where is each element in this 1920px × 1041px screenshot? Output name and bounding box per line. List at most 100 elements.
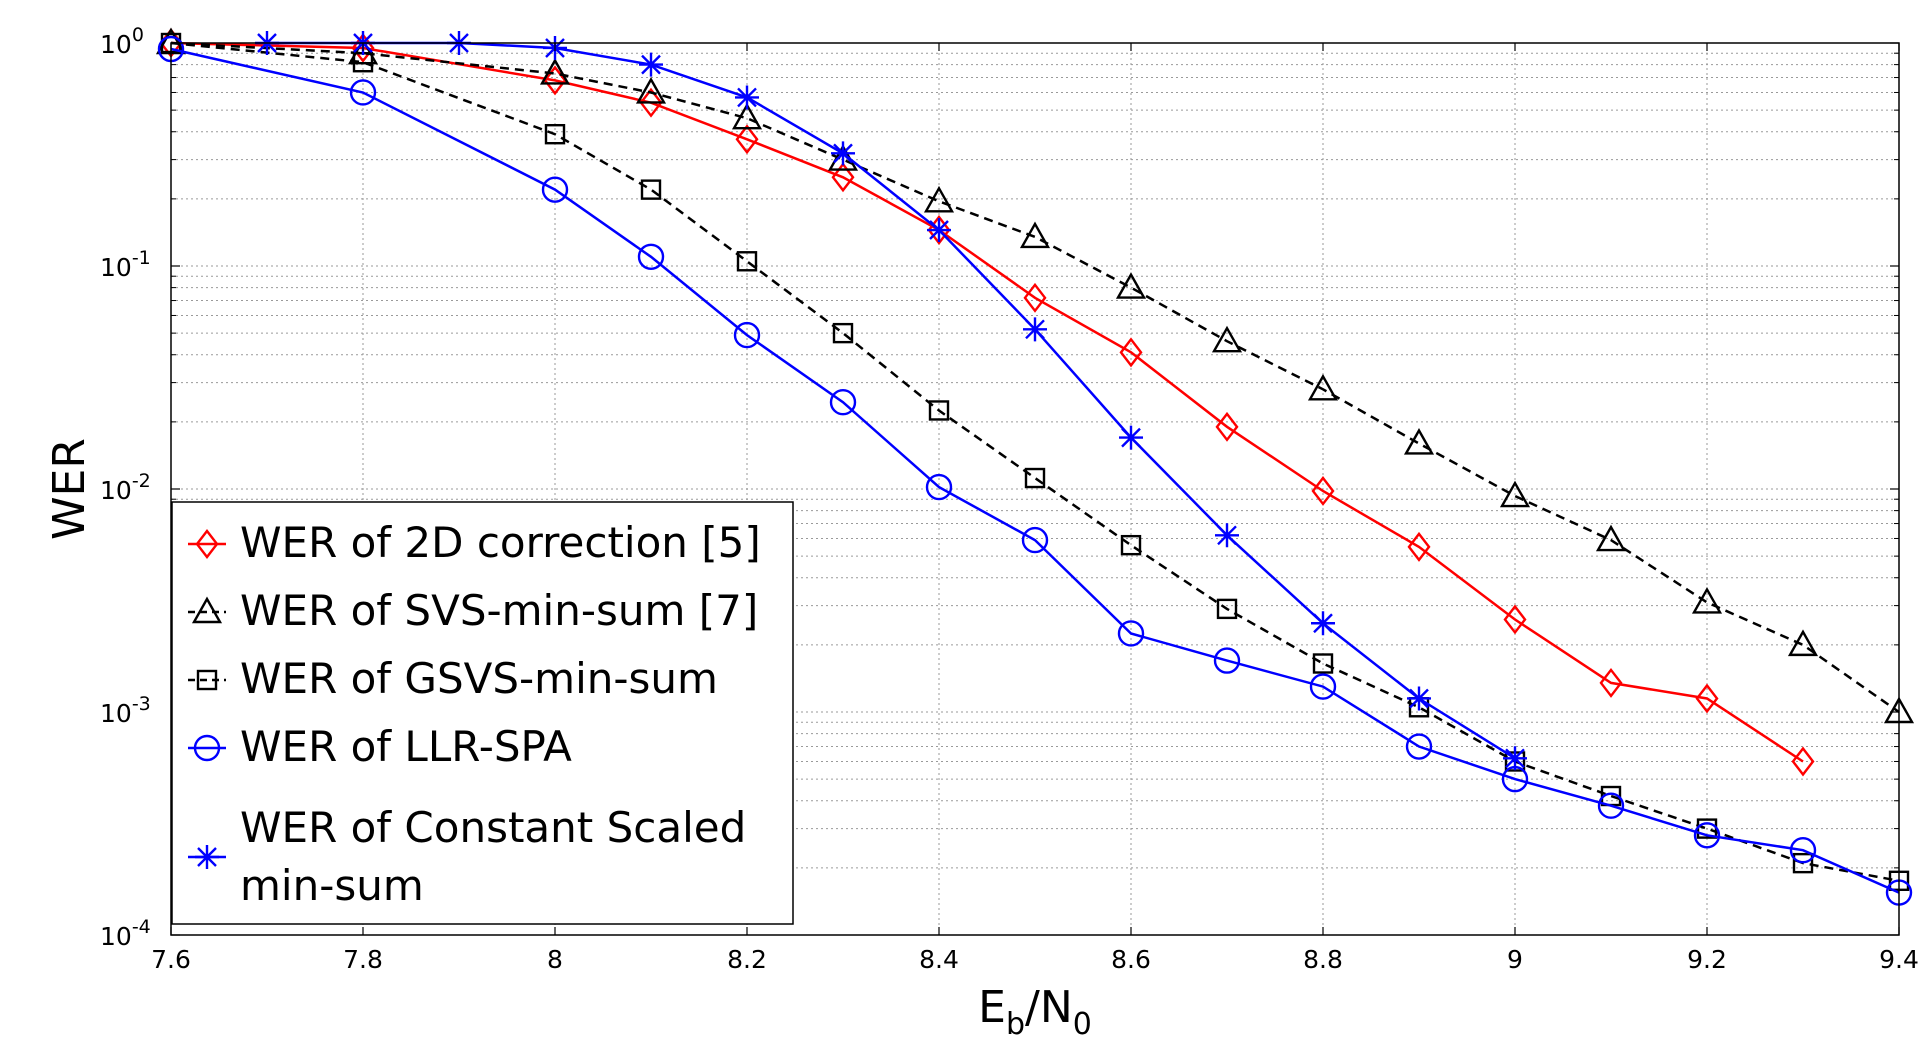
x-tick-label: 8	[547, 945, 563, 974]
legend-label-svs-min-sum: WER of SVS-min-sum [7]	[240, 586, 758, 635]
x-tick-label: 7.8	[343, 945, 383, 974]
data-point-svs-min-sum	[539, 58, 571, 85]
data-point-llr-spa	[541, 176, 569, 203]
data-point-gsvs-min-sum	[1792, 852, 1814, 874]
data-point-gsvs-min-sum	[1120, 534, 1142, 556]
data-point-llr-spa	[733, 321, 761, 349]
data-point-llr-spa	[637, 243, 665, 270]
x-axis-title: Eb/N0	[978, 982, 1092, 1041]
grid	[171, 43, 1899, 935]
data-point-constant-scaled-min-sum	[1311, 611, 1335, 636]
legend-label-llr-spa: WER of LLR-SPA	[240, 722, 572, 771]
data-point-llr-spa	[1021, 526, 1049, 554]
data-point-2d-correction	[735, 124, 759, 155]
data-point-constant-scaled-min-sum	[831, 141, 855, 166]
data-point-llr-spa	[1309, 673, 1337, 700]
legend-label-constant-scaled-line1: WER of Constant Scaled	[240, 803, 746, 852]
data-point-constant-scaled-min-sum	[1215, 523, 1239, 548]
legend-marker-gsvs-min-sum	[196, 669, 218, 691]
data-point-2d-correction	[1695, 683, 1719, 714]
legend: WER of 2D correction [5] WER of SVS-min-…	[171, 501, 794, 925]
data-point-gsvs-min-sum	[1216, 598, 1238, 620]
data-point-svs-min-sum	[1211, 325, 1243, 353]
legend-label-2d-correction: WER of 2D correction [5]	[240, 518, 761, 567]
data-point-2d-correction	[1503, 604, 1527, 635]
legend-label-gsvs-min-sum: WER of GSVS-min-sum	[240, 654, 718, 703]
data-point-svs-min-sum	[1307, 373, 1339, 401]
data-point-constant-scaled-min-sum	[639, 52, 663, 77]
legend-marker-constant-scaled-min-sum	[195, 845, 219, 869]
data-point-svs-min-sum	[635, 77, 667, 104]
series-layer	[155, 27, 1915, 906]
series-line-llr-spa	[170, 47, 1900, 894]
data-point-svs-min-sum	[1403, 428, 1435, 455]
data-point-svs-min-sum	[923, 185, 955, 213]
x-tick-label: 9.2	[1687, 945, 1727, 974]
data-point-2d-correction	[639, 87, 663, 118]
data-point-gsvs-min-sum	[832, 322, 854, 344]
data-point-constant-scaled-min-sum	[1023, 317, 1047, 342]
data-point-svs-min-sum	[1595, 524, 1627, 552]
series-line-gsvs-min-sum	[170, 41, 1900, 883]
legend-markers	[188, 529, 226, 869]
data-point-svs-min-sum	[1019, 221, 1051, 249]
data-point-svs-min-sum	[1787, 629, 1819, 657]
data-point-constant-scaled-min-sum	[1119, 425, 1143, 450]
data-point-gsvs-min-sum	[1312, 653, 1334, 674]
data-point-constant-scaled-min-sum	[1503, 746, 1527, 771]
data-point-llr-spa	[1597, 792, 1625, 819]
y-tick-label: 10-4	[100, 916, 151, 951]
data-point-2d-correction	[831, 162, 855, 193]
legend-marker-svs-min-sum	[191, 596, 223, 624]
y-tick-label: 10-2	[100, 470, 151, 505]
series-line-constant-scaled-min-sum	[267, 41, 1516, 760]
series-line-2d-correction	[170, 41, 1804, 763]
legend-marker-2d-correction	[195, 529, 219, 559]
data-point-llr-spa	[349, 79, 377, 106]
data-point-svs-min-sum	[1691, 586, 1723, 614]
data-point-llr-spa	[1693, 822, 1721, 849]
data-point-gsvs-min-sum	[640, 179, 662, 200]
data-point-gsvs-min-sum	[928, 400, 950, 421]
x-tick-label: 8.8	[1303, 945, 1343, 974]
data-point-2d-correction	[1311, 475, 1335, 506]
y-tick-label: 100	[100, 24, 144, 59]
data-point-svs-min-sum	[1115, 272, 1147, 299]
data-point-2d-correction	[1119, 337, 1143, 368]
data-point-llr-spa	[1405, 733, 1433, 760]
legend-marker-llr-spa	[193, 734, 221, 762]
x-tick-label: 9	[1507, 945, 1523, 974]
data-point-gsvs-min-sum	[544, 123, 566, 145]
data-point-2d-correction	[1791, 746, 1815, 777]
x-tick-label: 8.6	[1111, 945, 1151, 974]
data-point-constant-scaled-min-sum	[1407, 686, 1431, 711]
x-tick-label: 9.4	[1879, 945, 1919, 974]
data-point-llr-spa	[925, 473, 953, 501]
data-point-gsvs-min-sum	[736, 251, 758, 272]
data-point-2d-correction	[1023, 282, 1047, 313]
legend-box	[171, 501, 794, 925]
data-point-svs-min-sum	[347, 37, 379, 65]
data-point-svs-min-sum	[1499, 480, 1531, 508]
data-point-llr-spa	[1117, 620, 1145, 647]
data-point-llr-spa	[1789, 837, 1817, 864]
y-tick-label: 10-3	[100, 693, 151, 728]
legend-label-constant-scaled-line2: min-sum	[240, 861, 424, 910]
axis-ticks: 7.6 7.8 8 8.2 8.4 8.6 8.8 9 9.2 9.4 100 10-1 10-2 10-…	[100, 24, 1919, 974]
data-point-2d-correction	[1215, 411, 1239, 442]
x-tick-label: 8.4	[919, 945, 959, 974]
x-tick-label: 7.6	[151, 945, 191, 974]
data-point-llr-spa	[1213, 647, 1241, 674]
x-tick-label: 8.2	[727, 945, 767, 974]
data-point-svs-min-sum	[731, 102, 763, 130]
data-point-llr-spa	[829, 389, 857, 416]
data-point-constant-scaled-min-sum	[735, 85, 759, 110]
data-point-constant-scaled-min-sum	[927, 218, 951, 243]
y-tick-label: 10-1	[100, 247, 151, 282]
data-point-gsvs-min-sum	[1024, 467, 1046, 489]
data-point-2d-correction	[1599, 667, 1623, 698]
series-line-svs-min-sum	[170, 41, 1900, 714]
data-point-2d-correction	[1407, 531, 1431, 562]
y-axis-title: WER	[44, 438, 95, 540]
